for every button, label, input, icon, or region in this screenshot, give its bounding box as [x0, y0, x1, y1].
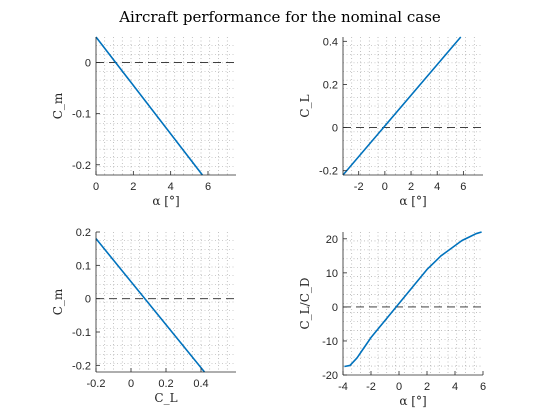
x-tick-label: 0.4 — [193, 378, 208, 390]
y-tick-label: -20 — [322, 370, 338, 382]
series-line — [342, 36, 462, 176]
x-tick-label: -2 — [354, 181, 364, 193]
y-tick-label: 0 — [85, 294, 91, 306]
y-tick-label: -0.1 — [72, 327, 91, 339]
y-tick-label: 20 — [326, 234, 338, 246]
x-axis-label: α [°] — [152, 194, 179, 208]
y-tick-label: 10 — [326, 268, 338, 280]
x-tick-label: 4 — [434, 181, 440, 193]
x-tick-label: 6 — [480, 381, 486, 393]
y-tick-label: 0 — [85, 58, 91, 70]
y-tick-label: -0.2 — [72, 360, 91, 372]
x-tick-label: -2 — [366, 381, 376, 393]
y-axis-label: C_L — [298, 94, 312, 117]
x-tick-label: 0 — [396, 381, 402, 393]
grid-lines — [343, 232, 483, 375]
subplot-2: -2 0 2 4 6 -0.2 0 0.2 0.4 α [°] C_L — [298, 36, 483, 208]
series-line — [95, 36, 204, 176]
x-tick-label: -0.2 — [87, 378, 106, 390]
y-tick-label: 0 — [332, 123, 338, 135]
y-tick-label: 0.4 — [323, 36, 338, 48]
subplot-grid: 0 2 4 6-0.2-0.10α [°]C_m-2 0 2 4 6-0.200.20.4α … — [51, 36, 486, 408]
figure-title: Aircraft performance for the nominal cas… — [118, 8, 441, 26]
series-line — [95, 238, 206, 373]
y-tick-label: 0 — [332, 302, 338, 314]
y-tick-label: 0.2 — [323, 79, 338, 91]
x-tick-label: 2 — [130, 181, 136, 193]
x-tick-label: 0.2 — [158, 378, 173, 390]
subplot-1: 0 2 4 6 -0.2 -0.1 0 α [°] C_m — [51, 36, 236, 208]
y-tick-label: -10 — [322, 336, 338, 348]
x-tick-label: 2 — [424, 381, 430, 393]
x-tick-label: 6 — [205, 181, 211, 193]
y-tick-label: 0.2 — [76, 227, 91, 239]
grid-lines — [96, 232, 236, 372]
grid-lines — [343, 37, 483, 175]
x-tick-label: 4 — [452, 381, 458, 393]
y-tick-label: 0.1 — [76, 260, 91, 272]
x-axis-label: α [°] — [399, 194, 426, 208]
x-axis-label: α [°] — [399, 394, 426, 408]
y-axis-label: C_m — [51, 288, 65, 315]
x-tick-label: -4 — [338, 381, 348, 393]
subplot-3: -0.2 0 0.2 0.4-0.2-0.100.10.2C_LC_m — [51, 227, 236, 405]
y-tick-label: -0.2 — [72, 160, 91, 172]
x-tick-label: 4 — [168, 181, 174, 193]
x-axis-label: C_L — [154, 391, 177, 405]
grid-lines — [96, 37, 236, 175]
x-tick-label: 0 — [128, 378, 134, 390]
x-tick-label: 6 — [460, 181, 466, 193]
y-tick-label: -0.2 — [319, 166, 338, 178]
x-tick-label: 2 — [408, 181, 414, 193]
x-tick-label: 0 — [382, 181, 388, 193]
y-axis-label: C_m — [51, 92, 65, 119]
x-tick-label: 0 — [93, 181, 99, 193]
series-line — [344, 231, 482, 368]
y-tick-label: -0.1 — [72, 109, 91, 121]
y-axis-label: C_L/C_D — [298, 278, 312, 330]
